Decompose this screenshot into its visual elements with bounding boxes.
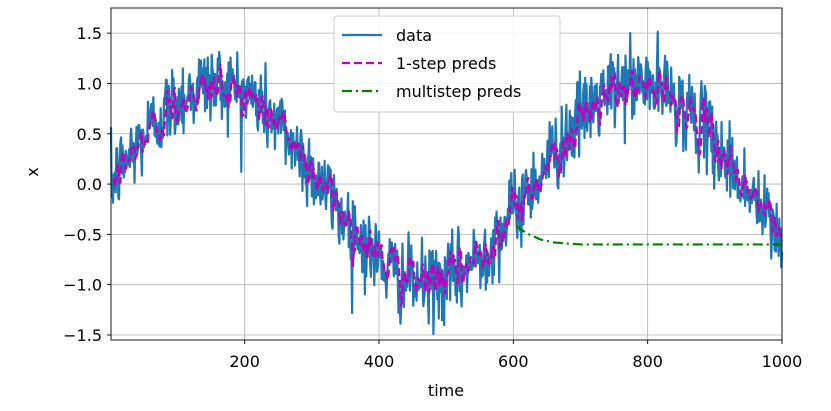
series-1-step-preds-line <box>112 64 784 309</box>
x-tick-label: 1000 <box>762 352 803 371</box>
y-tick-label: 1.5 <box>77 24 102 43</box>
x-tick: 800 <box>632 340 663 371</box>
x-tick: 200 <box>229 340 260 371</box>
series-multistep-preds-line <box>516 225 782 246</box>
y-axis-label: x <box>23 167 42 176</box>
legend: data 1-step preds multistep preds <box>333 15 561 113</box>
legend-label: multistep preds <box>396 82 521 101</box>
x-axis-ticks: 200 400 600 800 1000 <box>229 340 802 371</box>
x-axis-label: time <box>428 381 464 400</box>
legend-entry: 1-step preds <box>342 54 496 73</box>
x-tick: 600 <box>498 340 529 371</box>
plot-frame <box>110 7 783 341</box>
x-tick: 400 <box>364 340 395 371</box>
y-tick-label: 0.0 <box>77 175 102 194</box>
y-tick: 1.0 <box>77 74 111 93</box>
y-tick: 1.5 <box>77 24 111 43</box>
y-tick: 0.0 <box>77 175 111 194</box>
y-tick: −0.5 <box>63 225 111 244</box>
y-tick-label: 0.5 <box>77 125 102 144</box>
x-tick-label: 400 <box>364 352 395 371</box>
legend-entry: multistep preds <box>342 82 521 101</box>
y-tick-label: −1.5 <box>63 326 102 345</box>
one-step-preds-line <box>112 64 784 309</box>
legend-box <box>333 15 561 113</box>
x-tick-label: 600 <box>498 352 529 371</box>
y-tick: −1.5 <box>63 326 111 345</box>
y-axis-ticks: −1.5 −1.0 −0.5 0.0 0.5 1.0 1.5 <box>63 24 111 345</box>
y-tick-label: 1.0 <box>77 74 102 93</box>
legend-label: 1-step preds <box>396 54 496 73</box>
y-tick: 0.5 <box>77 125 111 144</box>
legend-label: data <box>396 26 432 45</box>
y-tick: −1.0 <box>63 276 111 295</box>
multistep-preds-line <box>516 225 782 246</box>
x-tick: 1000 <box>762 340 803 371</box>
x-tick-label: 800 <box>632 352 663 371</box>
y-tick-label: −1.0 <box>63 276 102 295</box>
legend-entry: data <box>342 26 432 45</box>
y-tick-label: −0.5 <box>63 225 102 244</box>
x-tick-label: 200 <box>229 352 260 371</box>
